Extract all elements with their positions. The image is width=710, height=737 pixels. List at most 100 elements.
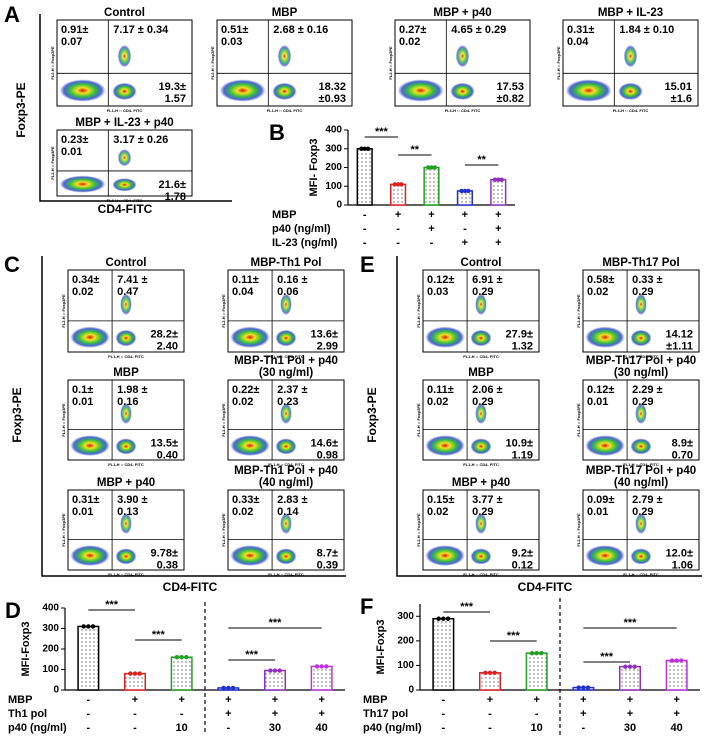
cell-cluster [115,548,137,565]
cell-cluster [630,438,652,455]
data-point [539,650,544,656]
quadrant-value: 0.29 [632,286,653,298]
row-value: 30 [269,722,281,734]
data-point [226,685,231,691]
quadrant-value: 0.11± [232,274,259,286]
plot-y-label: FL2-H :: Foxp3PE [576,294,581,328]
data-point [674,658,679,663]
data-point [86,624,91,629]
row-label: p40 (ng/ml) [363,722,422,734]
quadrant-value: 0.47 [117,286,138,298]
row-value: 30 [624,722,636,734]
data-point [179,655,184,660]
quadrant-value: 10.9± [506,438,533,450]
plot-x-label: FL1-H :: CD4- FITC [107,108,143,113]
quadrant-value: 1.57 [165,93,186,105]
plot-title: (40 ng/ml) [614,477,668,489]
plot-x-label: FL1-H :: CD4- FITC [463,462,499,467]
data-point [459,188,464,194]
cell-cluster [397,79,444,102]
plot-x-label: FL1-H :: CD4- FITC [463,354,499,359]
quadrant-value: 0.11± [427,384,454,396]
quadrant-value: 0.91± [61,24,88,36]
cell-cluster [623,44,638,68]
quadrant-value: 12.0± [666,548,693,560]
row-value: + [627,708,633,720]
cell-cluster [115,438,137,455]
data-point [365,146,371,151]
plot-x-label: FL1-H :: CD4- FITC [613,108,649,113]
quadrant-value: 0.04 [232,286,254,298]
row-label: Th17 pol [363,708,408,720]
quadrant-value: 8.7± [317,548,338,560]
cell-cluster [425,545,465,566]
bar [665,659,688,691]
quadrant-value: 0.29 [632,396,653,408]
data-point [576,685,581,690]
row-value: 40 [316,722,328,734]
plot-y-label: FL2-H :: Foxp3PE [416,403,421,437]
quadrant-value: 0.33± [232,494,259,506]
quadrant-value: 0.58± [587,274,614,286]
bar [618,665,642,691]
significance-label: *** [269,617,283,629]
row-value: + [428,209,434,221]
data-point [362,146,367,151]
y-tick-label: 300 [397,611,414,622]
cell-cluster [618,82,643,100]
plot-x-label: FL1-H :: CD4- FITC [267,108,303,113]
quadrant-value: 18.32 [318,81,346,93]
row-value: + [318,694,324,706]
quadrant-value: 0.22± [232,384,259,396]
cell-cluster [585,435,625,456]
axis-title: CD4-FITC [98,202,153,216]
data-point [632,664,637,669]
data-point [230,685,236,691]
bar [356,148,373,206]
quadrant-value: 21.6± [159,179,186,191]
quadrant-value: 0.02 [72,286,93,298]
row-value: - [396,237,400,249]
panel-label: F [360,594,373,619]
panel-label: D [5,598,21,623]
row-value: - [133,722,137,734]
quadrant-value: 0.40 [157,450,178,462]
plot-y-label: FL2-H :: Foxp3PE [221,294,226,328]
quadrant-value: 0.03 [427,286,448,298]
quadrant-value: 1.98 ± [117,384,148,396]
y-axis-title: MFI-Foxp3 [20,622,32,677]
panel-label: B [269,120,285,145]
quadrant-value: 2.06 ± [472,384,503,396]
cell-cluster [635,513,647,534]
cell-cluster [230,326,270,348]
y-axis-title: MFI- Foxp3 [308,138,320,196]
data-point [534,650,539,656]
bar [310,665,333,691]
plot-title: MBP + IL-23 + p40 [75,117,173,129]
cell-cluster [450,82,475,100]
quadrant-value: 0.14 [277,506,299,518]
row-value: + [225,708,231,720]
cell-cluster [112,82,137,100]
cell-cluster [230,435,270,456]
cell-cluster [470,438,492,455]
data-point [277,668,282,673]
quadrant-value: 1.78 [165,191,186,203]
plot-x-label: FL1-H :: CD4- FITC [623,354,659,359]
quadrant-value: 15.01 [664,81,692,93]
cell-cluster [565,79,612,102]
row-value: 10 [176,722,188,734]
plot-y-label: FL2-H :: Foxp3PE [556,46,561,80]
plot-x-label: FL1-H :: CD4- FITC [268,572,304,577]
data-point [581,685,586,690]
quadrant-value: 0.12± [427,274,454,286]
quadrant-value: 13.5± [151,438,178,450]
quadrant-value: ±1.6 [671,93,692,105]
quadrant-value: 13.6± [311,329,338,341]
axis-title: CD4-FITC [518,580,573,594]
data-point [137,671,142,676]
row-value: - [226,722,230,734]
row-value: + [272,708,278,720]
cell-cluster [635,293,647,316]
quadrant-value: 8.9± [672,438,693,450]
